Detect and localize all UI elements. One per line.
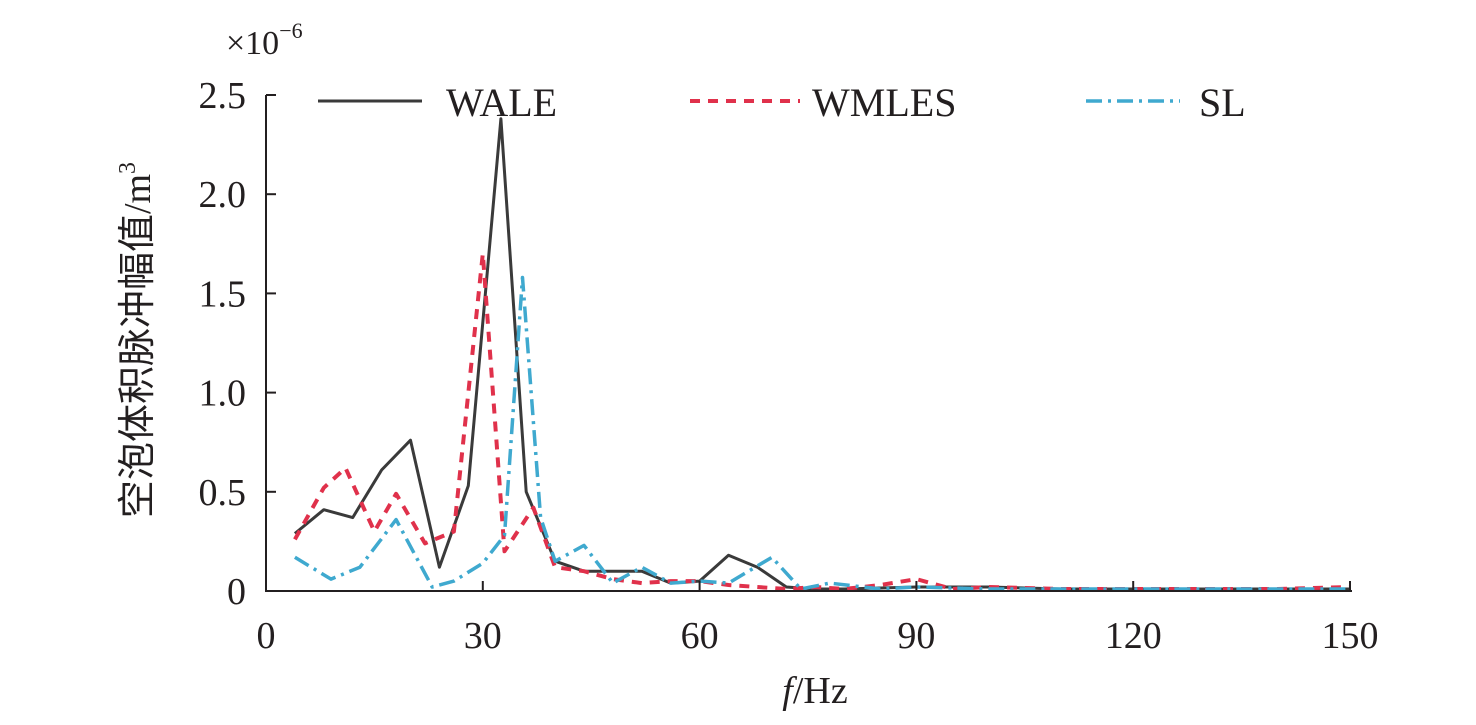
legend-label-sl: SL <box>1199 80 1246 125</box>
y-tick-label: 2.5 <box>199 75 247 117</box>
x-axis-label-unit: /Hz <box>793 670 848 712</box>
x-tick-label: 0 <box>257 615 276 657</box>
legend-label-wmles: WMLES <box>812 80 956 125</box>
y-tick-label: 1.0 <box>199 373 247 415</box>
y-tick-label: 0 <box>227 571 246 613</box>
legend-label-wale: WALE <box>446 80 557 125</box>
series-line-wmles <box>293 251 1351 591</box>
y-tick-label: 0.5 <box>199 472 247 514</box>
ticks: 0 30 60 90 120 150 0 0.5 1.0 1.5 2.0 2.5 <box>199 75 1379 657</box>
series-layer <box>293 117 1351 591</box>
axes <box>265 95 1352 592</box>
legend: WALE WMLES SL <box>318 80 1246 125</box>
y-tick-label: 1.5 <box>199 273 247 315</box>
y-multiplier: ×10−6 <box>226 18 303 62</box>
y-axis-label: 空泡体积脉冲幅值/m3 <box>115 162 159 518</box>
y-axis-label-superscript: 3 <box>115 162 141 174</box>
x-axis-label: f/Hz <box>782 670 847 712</box>
x-tick-label: 60 <box>681 615 719 657</box>
x-tick-label: 150 <box>1322 615 1379 657</box>
x-tick-label: 120 <box>1105 615 1162 657</box>
y-tick-label: 2.0 <box>199 174 247 216</box>
y-multiplier-exponent: −6 <box>279 18 302 43</box>
y-axis-label-main: 空泡体积脉冲幅值/m <box>117 174 159 518</box>
x-tick-label: 90 <box>897 615 935 657</box>
y-multiplier-base: ×10 <box>226 25 279 62</box>
series-line-sl <box>293 275 1350 591</box>
x-tick-label: 30 <box>464 615 502 657</box>
series-line-wale <box>293 117 1350 591</box>
